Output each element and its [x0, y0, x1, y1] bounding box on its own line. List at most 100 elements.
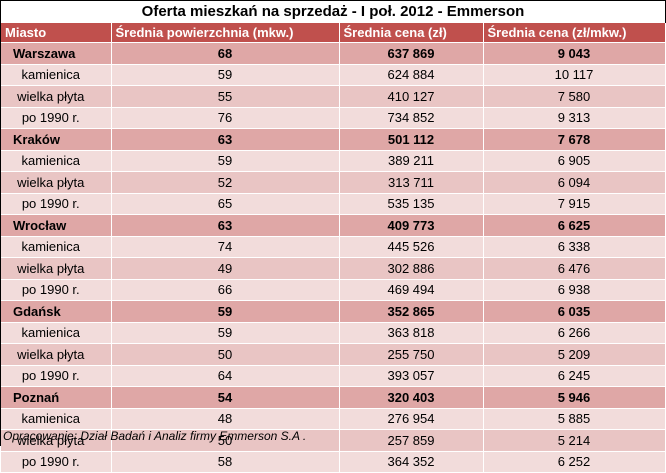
subtype-row: wielka płyta 50 255 750 5 209 — [1, 343, 666, 366]
subtype-row: wielka płyta 49 302 886 6 476 — [1, 257, 666, 280]
city-row: Gdańsk 59 352 865 6 035 — [1, 300, 666, 323]
header-avg-price: Średnia cena (zł) — [339, 23, 484, 43]
avg-area-cell: 74 — [111, 236, 340, 258]
avg-price-cell: 393 057 — [339, 365, 484, 387]
row-label: Gdańsk — [1, 300, 112, 323]
avg-area-cell: 55 — [111, 85, 340, 108]
row-label: kamienica — [1, 322, 112, 344]
row-label: po 1990 r. — [1, 107, 112, 129]
subtype-row: po 1990 r. 65 535 135 7 915 — [1, 193, 666, 215]
avg-price-cell: 535 135 — [339, 193, 484, 215]
avg-price-cell: 445 526 — [339, 236, 484, 258]
city-row: Kraków 63 501 112 7 678 — [1, 128, 666, 151]
avg-price-per-sqm-cell: 6 094 — [483, 171, 666, 194]
source-note: Opracowanie: Dział Badań i Analiz firmy … — [3, 429, 307, 443]
subtype-row: wielka płyta 52 313 711 6 094 — [1, 171, 666, 194]
avg-price-per-sqm-cell: 7 580 — [483, 85, 666, 108]
subtype-row: po 1990 r. 76 734 852 9 313 — [1, 107, 666, 129]
city-row: Warszawa 68 637 869 9 043 — [1, 42, 666, 65]
avg-price-per-sqm-cell: 6 476 — [483, 257, 666, 280]
avg-price-per-sqm-cell: 6 266 — [483, 322, 666, 344]
row-label: po 1990 r. — [1, 451, 112, 473]
avg-price-cell: 409 773 — [339, 214, 484, 237]
avg-price-per-sqm-cell: 6 035 — [483, 300, 666, 323]
avg-price-cell: 410 127 — [339, 85, 484, 108]
avg-price-per-sqm-cell: 6 938 — [483, 279, 666, 301]
subtype-row: kamienica 48 276 954 5 885 — [1, 408, 666, 430]
avg-area-cell: 49 — [111, 257, 340, 280]
avg-price-per-sqm-cell: 6 245 — [483, 365, 666, 387]
avg-area-cell: 58 — [111, 451, 340, 473]
avg-price-per-sqm-cell: 7 678 — [483, 128, 666, 151]
subtype-row: kamienica 59 389 211 6 905 — [1, 150, 666, 172]
avg-area-cell: 63 — [111, 128, 340, 151]
avg-price-per-sqm-cell: 10 117 — [483, 64, 666, 86]
subtype-row: po 1990 r. 64 393 057 6 245 — [1, 365, 666, 387]
avg-price-cell: 255 750 — [339, 343, 484, 366]
row-label: po 1990 r. — [1, 193, 112, 215]
avg-price-per-sqm-cell: 6 252 — [483, 451, 666, 473]
header-row: Miasto Średnia powierzchnia (mkw.) Średn… — [1, 23, 666, 43]
avg-price-cell: 276 954 — [339, 408, 484, 430]
data-table: Miasto Średnia powierzchnia (mkw.) Średn… — [1, 23, 666, 473]
avg-area-cell: 63 — [111, 214, 340, 237]
avg-area-cell: 64 — [111, 365, 340, 387]
avg-price-cell: 501 112 — [339, 128, 484, 151]
avg-price-per-sqm-cell: 9 313 — [483, 107, 666, 129]
header-avg-price-per-sqm: Średnia cena (zł/mkw.) — [483, 23, 666, 43]
subtype-row: po 1990 r. 58 364 352 6 252 — [1, 451, 666, 473]
avg-price-per-sqm-cell: 5 209 — [483, 343, 666, 366]
avg-price-cell: 364 352 — [339, 451, 484, 473]
avg-area-cell: 54 — [111, 386, 340, 409]
row-label: Wrocław — [1, 214, 112, 237]
avg-area-cell: 66 — [111, 279, 340, 301]
row-label: wielka płyta — [1, 257, 112, 280]
avg-price-per-sqm-cell: 9 043 — [483, 42, 666, 65]
row-label: kamienica — [1, 236, 112, 258]
subtype-row: po 1990 r. 66 469 494 6 938 — [1, 279, 666, 301]
subtype-row: kamienica 59 363 818 6 266 — [1, 322, 666, 344]
avg-area-cell: 48 — [111, 408, 340, 430]
avg-price-cell: 469 494 — [339, 279, 484, 301]
avg-price-cell: 313 711 — [339, 171, 484, 194]
subtype-row: kamienica 59 624 884 10 117 — [1, 64, 666, 86]
row-label: wielka płyta — [1, 343, 112, 366]
avg-area-cell: 59 — [111, 150, 340, 172]
avg-area-cell: 68 — [111, 42, 340, 65]
avg-price-cell: 320 403 — [339, 386, 484, 409]
row-label: kamienica — [1, 150, 112, 172]
subtype-row: kamienica 74 445 526 6 338 — [1, 236, 666, 258]
avg-price-cell: 389 211 — [339, 150, 484, 172]
row-label: po 1990 r. — [1, 279, 112, 301]
row-label: wielka płyta — [1, 171, 112, 194]
header-avg-area: Średnia powierzchnia (mkw.) — [111, 23, 340, 43]
subtype-row: wielka płyta 55 410 127 7 580 — [1, 85, 666, 108]
avg-area-cell: 76 — [111, 107, 340, 129]
avg-price-per-sqm-cell: 5 885 — [483, 408, 666, 430]
avg-area-cell: 65 — [111, 193, 340, 215]
avg-price-cell: 363 818 — [339, 322, 484, 344]
avg-price-per-sqm-cell: 6 905 — [483, 150, 666, 172]
row-label: wielka płyta — [1, 85, 112, 108]
avg-price-cell: 302 886 — [339, 257, 484, 280]
avg-price-cell: 637 869 — [339, 42, 484, 65]
city-row: Wrocław 63 409 773 6 625 — [1, 214, 666, 237]
row-label: Warszawa — [1, 42, 112, 65]
row-label: kamienica — [1, 64, 112, 86]
avg-price-cell: 624 884 — [339, 64, 484, 86]
city-row: Poznań 54 320 403 5 946 — [1, 386, 666, 409]
avg-area-cell: 50 — [111, 343, 340, 366]
avg-price-cell: 734 852 — [339, 107, 484, 129]
row-label: kamienica — [1, 408, 112, 430]
avg-area-cell: 59 — [111, 64, 340, 86]
header-city: Miasto — [1, 23, 112, 43]
avg-price-per-sqm-cell: 6 625 — [483, 214, 666, 237]
avg-price-cell: 352 865 — [339, 300, 484, 323]
row-label: Poznań — [1, 386, 112, 409]
avg-area-cell: 52 — [111, 171, 340, 194]
avg-area-cell: 59 — [111, 300, 340, 323]
table-body: Warszawa 68 637 869 9 043 kamienica 59 624 884… — [1, 42, 666, 473]
avg-price-per-sqm-cell: 7 915 — [483, 193, 666, 215]
avg-area-cell: 59 — [111, 322, 340, 344]
